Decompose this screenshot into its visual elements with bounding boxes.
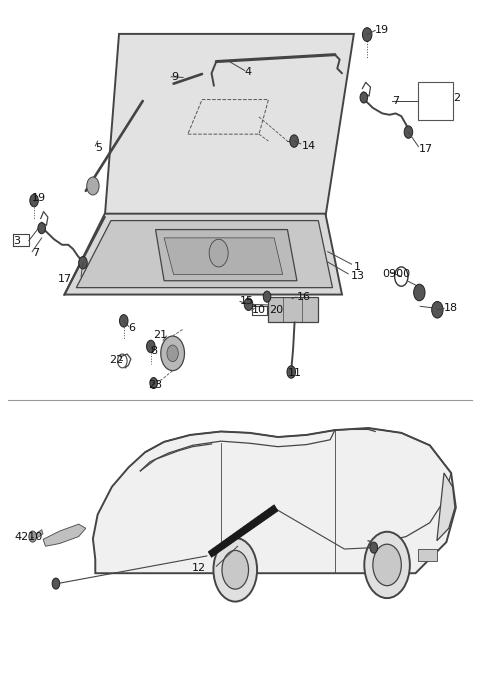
Text: 15: 15 [240, 296, 254, 307]
Polygon shape [156, 229, 297, 281]
Polygon shape [418, 549, 437, 562]
Polygon shape [76, 220, 333, 288]
Polygon shape [34, 530, 43, 539]
Text: 14: 14 [301, 141, 316, 151]
Polygon shape [164, 238, 283, 275]
Circle shape [290, 135, 299, 147]
Polygon shape [208, 505, 278, 558]
Circle shape [263, 291, 271, 302]
Text: 4: 4 [245, 67, 252, 77]
Text: 3: 3 [13, 236, 20, 245]
Text: 7: 7 [32, 248, 39, 258]
Circle shape [30, 194, 38, 207]
Text: 5: 5 [96, 143, 102, 153]
Circle shape [360, 92, 368, 103]
Text: 2: 2 [454, 93, 461, 103]
Text: 20: 20 [269, 305, 283, 316]
Circle shape [214, 538, 257, 602]
Text: 4210: 4210 [14, 532, 43, 542]
Circle shape [52, 578, 60, 589]
Text: 11: 11 [288, 369, 301, 378]
Text: 17: 17 [419, 144, 432, 153]
Circle shape [222, 551, 249, 589]
Circle shape [373, 544, 401, 585]
Circle shape [167, 345, 179, 362]
Circle shape [146, 340, 155, 353]
Circle shape [414, 284, 425, 301]
Circle shape [362, 28, 372, 42]
Text: 18: 18 [444, 303, 458, 314]
Circle shape [29, 531, 36, 542]
Text: 21: 21 [153, 330, 167, 339]
Circle shape [244, 298, 253, 310]
Circle shape [404, 126, 413, 138]
Text: 17: 17 [57, 274, 72, 284]
Circle shape [287, 366, 296, 378]
Circle shape [370, 542, 378, 553]
Text: 8: 8 [150, 346, 157, 355]
Polygon shape [43, 524, 86, 546]
Polygon shape [105, 34, 354, 217]
Circle shape [38, 222, 46, 233]
Text: 19: 19 [32, 193, 46, 203]
Text: 9: 9 [171, 72, 179, 82]
Polygon shape [268, 297, 318, 322]
Circle shape [87, 177, 99, 195]
Text: 0900: 0900 [383, 269, 410, 279]
Circle shape [120, 314, 128, 327]
Text: 16: 16 [297, 292, 311, 302]
Circle shape [209, 239, 228, 267]
Text: 6: 6 [129, 323, 135, 332]
Text: 1: 1 [354, 262, 361, 272]
Text: 19: 19 [375, 25, 389, 36]
Text: 23: 23 [148, 380, 163, 390]
Text: 10: 10 [252, 305, 266, 316]
Circle shape [150, 378, 157, 389]
Text: 7: 7 [392, 96, 399, 106]
Polygon shape [93, 428, 456, 573]
Circle shape [432, 302, 443, 318]
Polygon shape [437, 473, 455, 541]
Text: 13: 13 [350, 271, 364, 281]
Circle shape [79, 256, 87, 269]
Text: 22: 22 [109, 355, 124, 365]
Circle shape [364, 532, 410, 598]
Polygon shape [64, 214, 342, 295]
Text: 12: 12 [192, 562, 206, 573]
Circle shape [161, 336, 184, 371]
